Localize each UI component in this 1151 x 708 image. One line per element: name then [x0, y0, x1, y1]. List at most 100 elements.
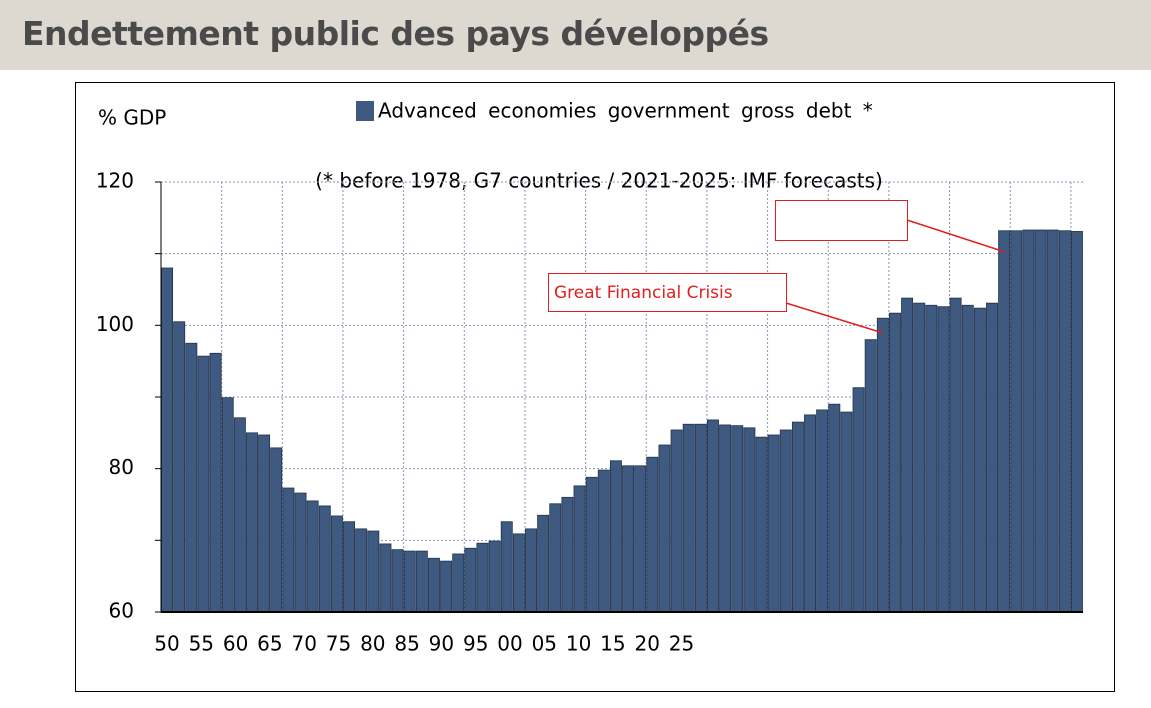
bar	[161, 267, 174, 613]
bar	[464, 547, 477, 613]
bar	[173, 321, 186, 613]
x-tick-label: 50	[154, 632, 179, 656]
bar	[209, 352, 222, 613]
bar	[367, 530, 380, 613]
bar	[185, 342, 198, 613]
bar	[1058, 230, 1071, 613]
bar	[573, 485, 586, 613]
bar	[840, 411, 853, 613]
bar	[197, 355, 210, 613]
bar	[998, 230, 1011, 613]
annotation-box	[548, 273, 787, 312]
bar	[828, 403, 841, 613]
x-tick-label: 85	[394, 632, 419, 656]
bar	[804, 414, 817, 613]
bar	[670, 429, 683, 613]
x-tick-label: 55	[189, 632, 214, 656]
x-tick-label: 10	[566, 632, 591, 656]
bar	[537, 514, 550, 613]
bar	[294, 492, 307, 613]
x-tick-label: 95	[463, 632, 488, 656]
bar	[767, 434, 780, 613]
bar	[973, 307, 986, 613]
bar	[646, 456, 659, 613]
bar	[585, 476, 598, 613]
x-tick-label: 25	[669, 632, 694, 656]
annotation: Great Financial Crisis	[554, 283, 733, 303]
x-tick-label: 20	[634, 632, 659, 656]
x-tick-label: 65	[257, 632, 282, 656]
bar	[318, 505, 331, 613]
x-tick-label: 90	[429, 632, 454, 656]
bar	[525, 528, 537, 613]
annotation-box	[775, 200, 908, 241]
bar	[707, 419, 719, 613]
bar	[1046, 229, 1059, 613]
annotation-arrow	[785, 302, 884, 334]
bar	[452, 553, 465, 613]
x-tick-label: 80	[360, 632, 385, 656]
bar	[355, 528, 368, 613]
bar	[403, 550, 416, 613]
header: Endettement public des pays développés	[0, 0, 1151, 70]
bar	[986, 302, 998, 613]
bar	[1070, 231, 1083, 613]
bar	[427, 557, 440, 613]
bar	[306, 500, 319, 613]
bar	[258, 434, 271, 613]
bar	[791, 421, 804, 613]
y-tick-label: 100	[96, 312, 134, 336]
bar	[779, 429, 792, 613]
y-tick-label: 60	[109, 599, 134, 623]
bar	[852, 387, 865, 613]
bar	[876, 317, 889, 613]
bar	[415, 550, 428, 613]
bar	[221, 397, 234, 613]
bar	[609, 460, 622, 613]
bar	[597, 469, 610, 613]
bar	[888, 312, 901, 613]
bar	[549, 503, 562, 613]
bar	[343, 521, 356, 613]
bar	[440, 560, 453, 613]
y-tick-label: 120	[96, 169, 134, 193]
bar	[694, 423, 707, 613]
bar	[1010, 230, 1023, 613]
bar	[379, 543, 392, 613]
x-tick-label: 00	[497, 632, 522, 656]
bar	[282, 487, 295, 613]
legend-swatch	[356, 101, 374, 121]
bar	[816, 409, 829, 613]
bar	[488, 540, 501, 613]
bar	[913, 302, 926, 613]
bar	[731, 425, 744, 613]
chart-frame	[75, 82, 1115, 692]
bar	[719, 424, 732, 613]
bar	[658, 444, 671, 613]
bar	[330, 515, 343, 613]
bar	[925, 304, 938, 613]
bar	[634, 465, 647, 613]
annotation-arrow	[906, 219, 1006, 253]
x-tick-label: 60	[223, 632, 248, 656]
x-tick-label: 05	[532, 632, 557, 656]
bar	[233, 417, 246, 613]
x-tick-label: 75	[326, 632, 351, 656]
subtitle: (* before 1978, G7 countries / 2021-2025…	[315, 169, 883, 193]
bar	[937, 306, 950, 613]
bar	[1034, 229, 1047, 613]
bar	[743, 427, 756, 613]
bar	[755, 436, 768, 613]
bar	[622, 465, 635, 613]
bar	[949, 297, 962, 613]
bar	[512, 533, 525, 613]
bar	[1022, 229, 1035, 613]
bar	[901, 297, 914, 613]
legend-label: Advanced economies government gross debt…	[378, 99, 873, 123]
y-axis-label: % GDP	[98, 106, 166, 130]
x-tick-label: 15	[600, 632, 625, 656]
bar	[682, 423, 695, 613]
x-tick-label: 70	[291, 632, 316, 656]
bar	[246, 432, 258, 613]
